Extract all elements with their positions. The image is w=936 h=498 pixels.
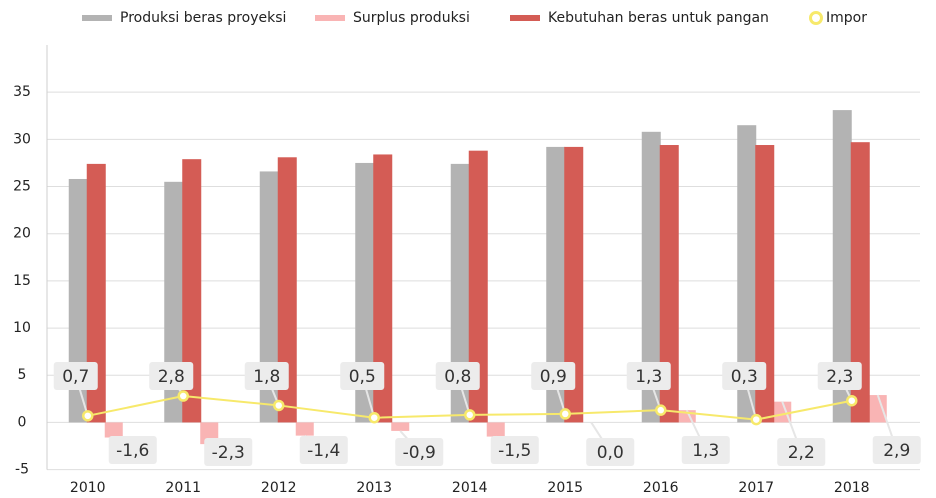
bar (355, 162, 375, 423)
data-label: 2,8 (158, 367, 185, 387)
bar (737, 125, 757, 423)
bar (868, 395, 887, 423)
label-bg (722, 362, 767, 390)
bar (832, 110, 852, 423)
x-tick-label: 2010 (70, 480, 106, 496)
x-tick-label: 2017 (738, 480, 774, 496)
label-bg (435, 362, 480, 390)
bar (259, 171, 279, 423)
label-bg (395, 438, 444, 466)
data-label: -2,3 (212, 443, 245, 463)
bar (486, 422, 505, 437)
point (559, 408, 571, 420)
label-bg (244, 362, 289, 390)
data-label: -0,9 (403, 443, 436, 463)
x-tick-label: 2015 (547, 480, 583, 496)
legend-swatch (82, 15, 112, 21)
bar (391, 422, 410, 431)
label-bg (149, 362, 194, 390)
y-tick-label: 5 (18, 367, 27, 383)
bar (641, 131, 661, 423)
label-bg (340, 362, 385, 390)
x-tick-label: 2018 (834, 480, 870, 496)
y-tick-label: 15 (13, 273, 31, 289)
x-tick-label: 2013 (356, 480, 392, 496)
label-bg (626, 362, 671, 390)
point (368, 411, 380, 424)
point (273, 399, 285, 412)
legend-label: Surplus produksi (353, 10, 470, 26)
data-label: 0,7 (62, 367, 89, 387)
bar (277, 157, 297, 423)
y-tick-label: 20 (13, 226, 31, 242)
label-bg (531, 362, 576, 390)
y-tick-label: 10 (13, 320, 31, 336)
legend-swatch (315, 15, 345, 21)
point (655, 404, 667, 416)
bar (564, 146, 584, 423)
data-label: 1,3 (635, 367, 662, 387)
data-label: 2,9 (883, 441, 910, 461)
legend-swatch (510, 15, 540, 21)
point (750, 413, 762, 426)
legend-label: Kebutuhan beras untuk pangan (548, 10, 769, 26)
bar (104, 422, 123, 438)
bar (773, 401, 792, 423)
bar (850, 142, 870, 423)
data-label: 1,8 (253, 367, 280, 387)
bar (546, 146, 566, 423)
legend-label: Produksi beras proyeksi (120, 10, 286, 26)
bar (86, 163, 106, 423)
label-bg (872, 436, 921, 464)
label-bg (299, 436, 348, 464)
x-tick-label: 2016 (643, 480, 679, 496)
y-tick-label: 0 (18, 414, 27, 430)
data-label: -1,4 (307, 441, 340, 461)
x-tick-label: 2014 (452, 480, 488, 496)
label-bg (777, 438, 826, 466)
x-tick-label: 2012 (261, 480, 297, 496)
bar (373, 154, 393, 423)
data-label: -1,5 (498, 441, 531, 461)
data-label: 0,9 (540, 367, 567, 387)
bar (450, 163, 470, 423)
y-tick-label: 35 (13, 84, 31, 100)
label-bg (490, 436, 539, 464)
point (177, 390, 189, 402)
bar (659, 145, 679, 423)
data-label: 1,3 (692, 441, 719, 461)
data-label: 2,2 (788, 443, 815, 463)
bar (182, 159, 202, 423)
data-label: -1,6 (116, 441, 149, 461)
label-bg (681, 436, 730, 464)
bar (755, 145, 775, 423)
y-tick-label: -5 (15, 462, 29, 478)
point (82, 410, 94, 422)
label-bg (586, 438, 635, 466)
data-label: 0,5 (349, 367, 376, 387)
point (464, 409, 476, 421)
x-tick-label: 2011 (165, 480, 201, 496)
label-bg (204, 438, 253, 466)
label-bg (817, 362, 862, 390)
y-tick-label: 25 (13, 179, 31, 195)
legend-swatch (809, 11, 823, 25)
point (846, 394, 858, 407)
bar (468, 150, 488, 423)
data-label: 0,0 (597, 443, 624, 463)
data-label: 2,3 (826, 367, 853, 387)
y-tick-label: 30 (13, 131, 31, 147)
data-label: 0,3 (731, 367, 758, 387)
bar (68, 178, 88, 423)
label-bg (53, 362, 98, 390)
legend-label: Impor (826, 10, 867, 26)
data-label: 0,8 (444, 367, 471, 387)
label-bg (108, 436, 157, 464)
bar (295, 422, 314, 436)
